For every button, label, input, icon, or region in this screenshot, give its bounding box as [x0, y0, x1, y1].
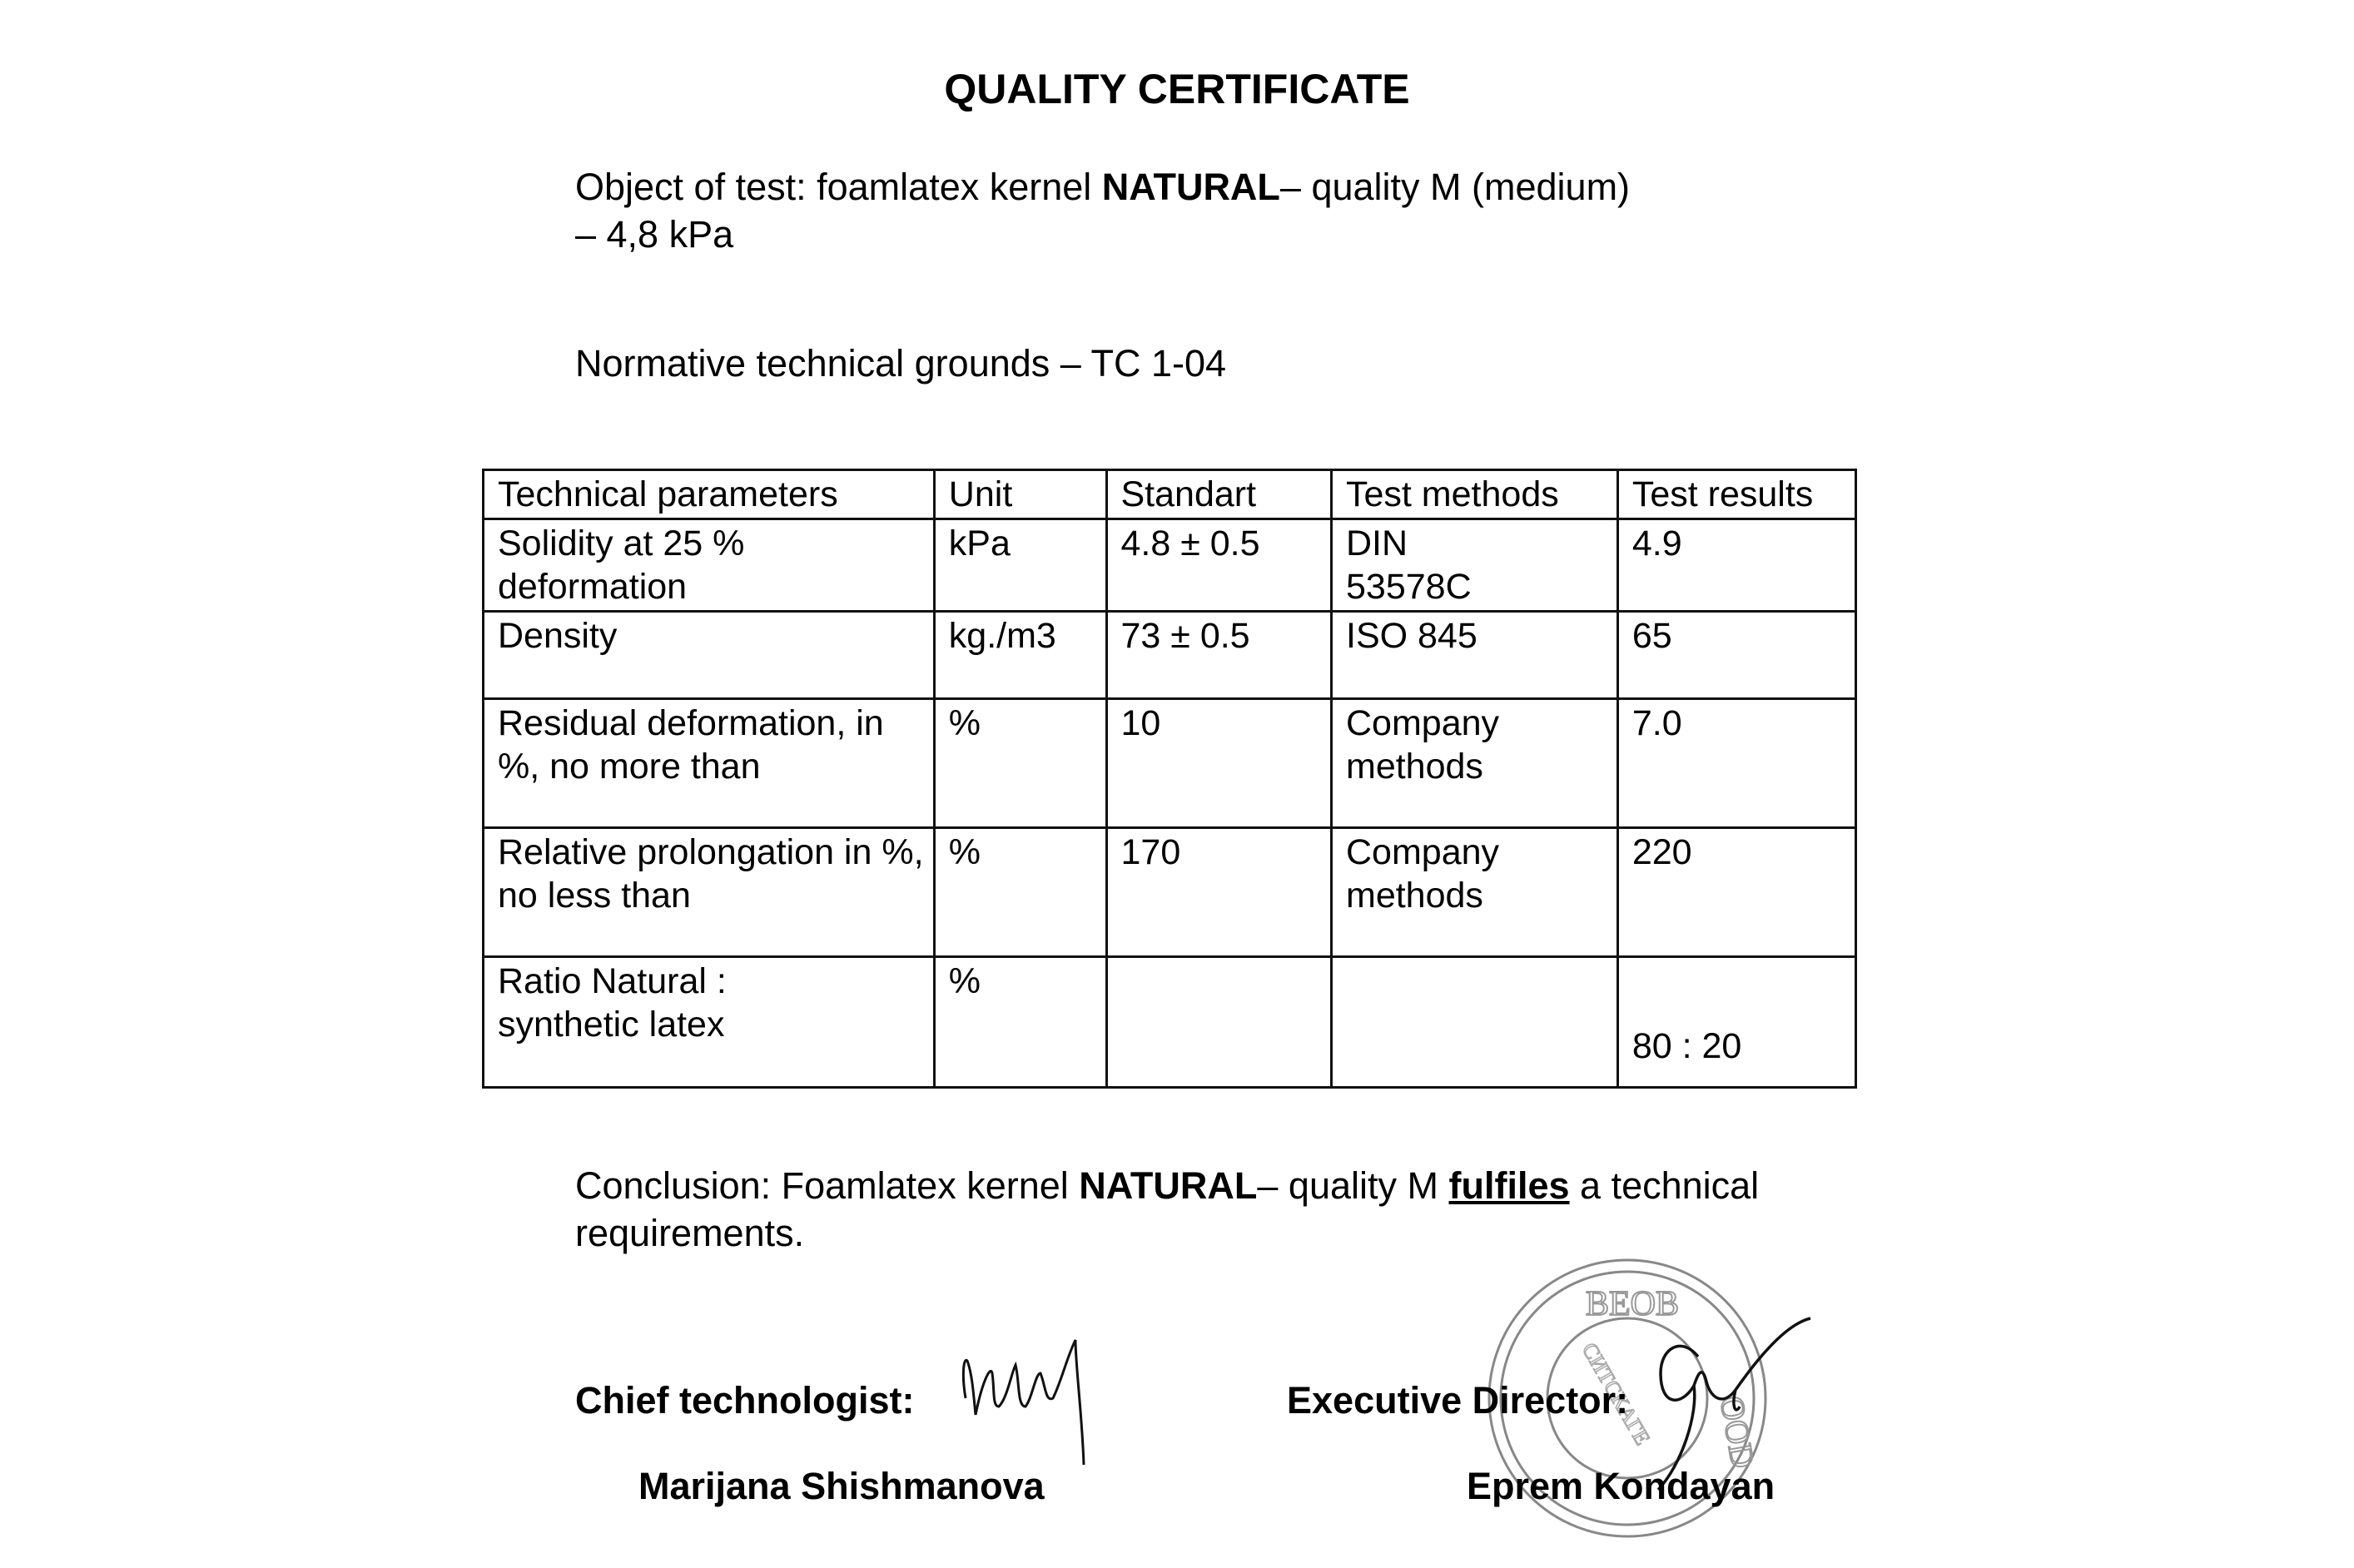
cell: 170 — [1105, 826, 1333, 958]
executive-director-label: Executive Director: — [1287, 1379, 1629, 1422]
cell: % — [932, 697, 1108, 829]
cell: Density — [482, 610, 936, 700]
cell: Residual deformation, in %, no more than — [482, 697, 936, 829]
header-cell: Standart — [1105, 469, 1333, 520]
cell: 4.8 ± 0.5 — [1105, 518, 1333, 613]
director-signature — [1656, 1317, 1811, 1491]
table-row: Ratio Natural : synthetic latex % 80 : 2… — [482, 955, 1858, 1089]
cell: 4.9 — [1616, 518, 1858, 613]
cell: Company methods — [1330, 826, 1619, 958]
header-cell: Test results — [1616, 469, 1858, 520]
cell: 10 — [1105, 697, 1333, 829]
cell: % — [932, 955, 1108, 1089]
object-suffix: – quality M (medium) — [1279, 166, 1631, 208]
table-row: Residual deformation, in %, no more than… — [482, 697, 1858, 829]
conclusion-line2: requirements. — [575, 1212, 805, 1254]
header-cell: Technical parameters — [482, 469, 936, 520]
table-row: Solidity at 25 % deformation kPa 4.8 ± 0… — [482, 518, 1858, 613]
table-row: Relative prolongation in %, no less than… — [482, 826, 1858, 958]
conclusion-suffix: a technical — [1569, 1164, 1760, 1207]
cell: Ratio Natural : synthetic latex — [482, 955, 936, 1089]
object-prefix: Object of test: foamlatex kernel — [575, 166, 1102, 208]
cell: ISO 845 — [1330, 610, 1619, 700]
cell: 73 ± 0.5 — [1105, 610, 1333, 700]
table-row: Density kg./m3 73 ± 0.5 ISO 845 65 — [482, 610, 1858, 700]
chief-signature — [961, 1339, 1085, 1466]
cell: 220 — [1616, 826, 1858, 958]
cell — [1330, 955, 1619, 1089]
document-title: QUALITY CERTIFICATE — [944, 66, 1410, 112]
conclusion-product: NATURAL — [1079, 1164, 1258, 1207]
normative-grounds: Normative technical grounds – TC 1-04 — [575, 342, 1227, 385]
chief-technologist-label: Chief technologist: — [575, 1379, 915, 1422]
conclusion: Conclusion: Foamlatex kernel NATURAL– qu… — [575, 1162, 1759, 1257]
stamp-text-top: BEOB — [1586, 1285, 1679, 1323]
object-of-test: Object of test: foamlatex kernel NATURAL… — [575, 163, 1630, 258]
cell: % — [932, 826, 1108, 958]
object-line2: – 4,8 kPa — [575, 213, 734, 256]
executive-director-name: Eprem Kondayan — [1467, 1465, 1775, 1507]
cell: 65 — [1616, 610, 1858, 700]
object-product: NATURAL — [1101, 166, 1280, 208]
conclusion-middle: – quality M — [1257, 1164, 1449, 1207]
conclusion-prefix: Conclusion: Foamlatex kernel — [575, 1164, 1080, 1207]
conclusion-emphasis: fulfiles — [1448, 1164, 1570, 1207]
cell: Relative prolongation in %, no less than — [482, 826, 936, 958]
cell: kg./m3 — [932, 610, 1108, 700]
cell: 7.0 — [1616, 697, 1858, 829]
table-header-row: Technical parameters Unit Standart Test … — [482, 469, 1858, 520]
parameters-table: Technical parameters Unit Standart Test … — [482, 469, 1858, 1089]
cell: 80 : 20 — [1616, 955, 1858, 1089]
cell: DIN 53578C — [1330, 518, 1619, 613]
header-cell: Unit — [932, 469, 1108, 520]
cell: kPa — [932, 518, 1108, 613]
header-cell: Test methods — [1330, 469, 1619, 520]
cell: Solidity at 25 % deformation — [482, 518, 936, 613]
cell — [1105, 955, 1333, 1089]
cell: Company methods — [1330, 697, 1619, 829]
chief-technologist-name: Marijana Shishmanova — [638, 1465, 1045, 1507]
